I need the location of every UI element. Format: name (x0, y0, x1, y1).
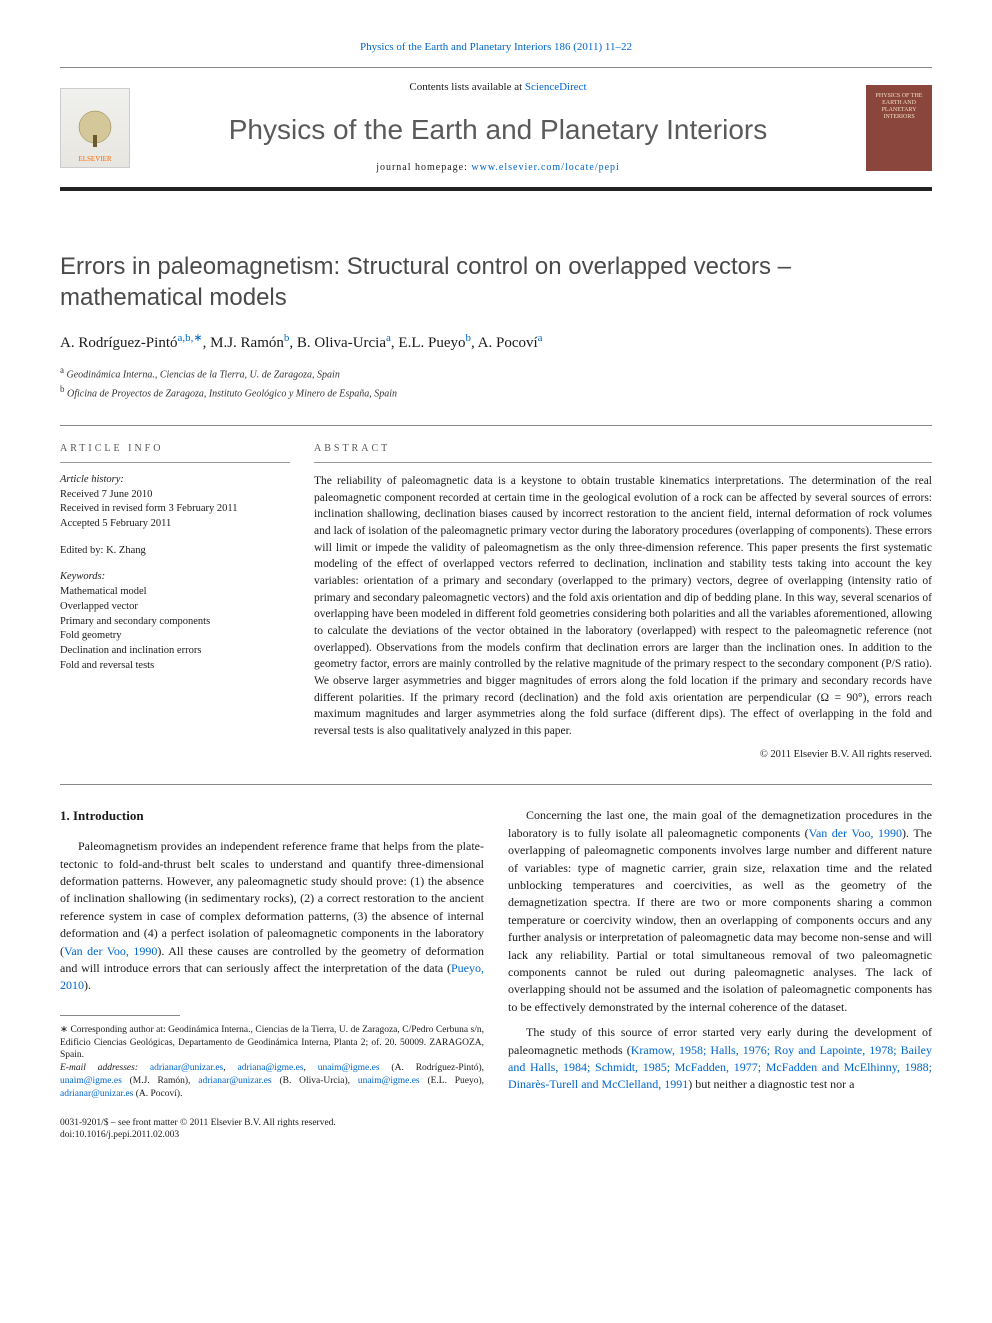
author-affil-link[interactable]: a (386, 332, 391, 344)
author: E.L. Pueyob (398, 335, 471, 351)
body-col-right: Concerning the last one, the main goal o… (508, 807, 932, 1141)
email-link[interactable]: unaim@igme.es (358, 1076, 420, 1086)
email-link[interactable]: adrianar@unizar.es (198, 1076, 271, 1086)
journal-name: Physics of the Earth and Planetary Inter… (146, 110, 850, 149)
article-history: Article history: Received 7 June 2010 Re… (60, 473, 290, 532)
affiliation: b Oficina de Proyectos de Zaragoza, Inst… (60, 383, 932, 401)
info-abstract-row: article info Article history: Received 7… (60, 425, 932, 762)
corr-author-note: ∗ Corresponding author at: Geodinámica I… (60, 1024, 484, 1062)
sciencedirect-link[interactable]: ScienceDirect (525, 81, 587, 93)
author: M.J. Ramónb (210, 335, 289, 351)
affiliations: a Geodinámica Interna., Ciencias de la T… (60, 364, 932, 401)
email-link[interactable]: unaim@igme.es (318, 1063, 380, 1073)
intro-paragraph: The study of this source of error starte… (508, 1024, 932, 1094)
author-affil-link[interactable]: b (465, 332, 471, 344)
email-addresses: E-mail addresses: adrianar@unizar.es, ad… (60, 1062, 484, 1100)
doi-line: doi:10.1016/j.pepi.2011.02.003 (60, 1129, 484, 1141)
banner-center: Contents lists available at ScienceDirec… (146, 80, 850, 175)
author: B. Oliva-Urciaa (297, 335, 391, 351)
affiliation: a Geodinámica Interna., Ciencias de la T… (60, 364, 932, 382)
email-link[interactable]: adrianar@unizar.es (150, 1063, 223, 1073)
intro-paragraph: Paleomagnetism provides an independent r… (60, 838, 484, 995)
keyword: Primary and secondary components (60, 615, 290, 630)
keywords-block: Keywords: Mathematical model Overlapped … (60, 570, 290, 673)
authors-line: A. Rodríguez-Pintóa,b,∗, M.J. Ramónb, B.… (60, 331, 932, 354)
elsevier-text: ELSEVIER (78, 155, 111, 165)
email-link[interactable]: adrianar@unizar.es (60, 1089, 133, 1099)
bottom-meta: 0031-9201/$ – see front matter © 2011 El… (60, 1117, 484, 1142)
abstract-text: The reliability of paleomagnetic data is… (314, 473, 932, 740)
keyword: Mathematical model (60, 585, 290, 600)
author-affil-link[interactable]: a,b, (178, 332, 194, 344)
footnote-separator (60, 1015, 180, 1016)
body-columns: 1. Introduction Paleomagnetism provides … (60, 807, 932, 1141)
citation-link[interactable]: Van der Voo, 1990 (64, 944, 157, 958)
top-citation: Physics of the Earth and Planetary Inter… (60, 40, 932, 55)
citation-link[interactable]: Van der Voo, 1990 (809, 826, 902, 840)
keyword: Fold and reversal tests (60, 659, 290, 674)
article-info-heading: article info (60, 442, 290, 463)
author-affil-link[interactable]: a (538, 332, 543, 344)
edited-by: Edited by: K. Zhang (60, 544, 290, 559)
intro-heading: 1. Introduction (60, 807, 484, 826)
intro-paragraph: Concerning the last one, the main goal o… (508, 807, 932, 1016)
footnotes: ∗ Corresponding author at: Geodinámica I… (60, 1024, 484, 1101)
abstract-heading: abstract (314, 442, 932, 463)
history-line: Accepted 5 February 2011 (60, 517, 290, 532)
front-matter-line: 0031-9201/$ – see front matter © 2011 El… (60, 1117, 484, 1129)
section-divider (60, 784, 932, 785)
article-title: Errors in paleomagnetism: Structural con… (60, 251, 932, 313)
keyword: Fold geometry (60, 629, 290, 644)
author-affil-link[interactable]: b (284, 332, 290, 344)
keyword: Overlapped vector (60, 600, 290, 615)
elsevier-tree-icon (70, 105, 120, 155)
abstract-column: abstract The reliability of paleomagneti… (314, 442, 932, 762)
body-col-left: 1. Introduction Paleomagnetism provides … (60, 807, 484, 1141)
email-link[interactable]: unaim@igme.es (60, 1076, 122, 1086)
article-info-column: article info Article history: Received 7… (60, 442, 290, 762)
contents-line: Contents lists available at ScienceDirec… (146, 80, 850, 95)
abstract-copyright: © 2011 Elsevier B.V. All rights reserved… (314, 748, 932, 763)
homepage-line: journal homepage: www.elsevier.com/locat… (146, 161, 850, 175)
journal-cover-thumb: PHYSICS OF THE EARTH AND PLANETARY INTER… (866, 85, 932, 171)
homepage-link[interactable]: www.elsevier.com/locate/pepi (471, 162, 619, 173)
elsevier-logo: ELSEVIER (60, 88, 130, 168)
history-line: Received 7 June 2010 (60, 488, 290, 503)
keyword: Declination and inclination errors (60, 644, 290, 659)
author: A. Rodríguez-Pintóa,b,∗ (60, 335, 203, 351)
journal-banner: ELSEVIER Contents lists available at Sci… (60, 67, 932, 191)
author: A. Pocovía (478, 335, 543, 351)
corr-star-link[interactable]: ∗ (193, 332, 202, 344)
email-link[interactable]: adriana@igme.es (238, 1063, 304, 1073)
history-line: Received in revised form 3 February 2011 (60, 502, 290, 517)
